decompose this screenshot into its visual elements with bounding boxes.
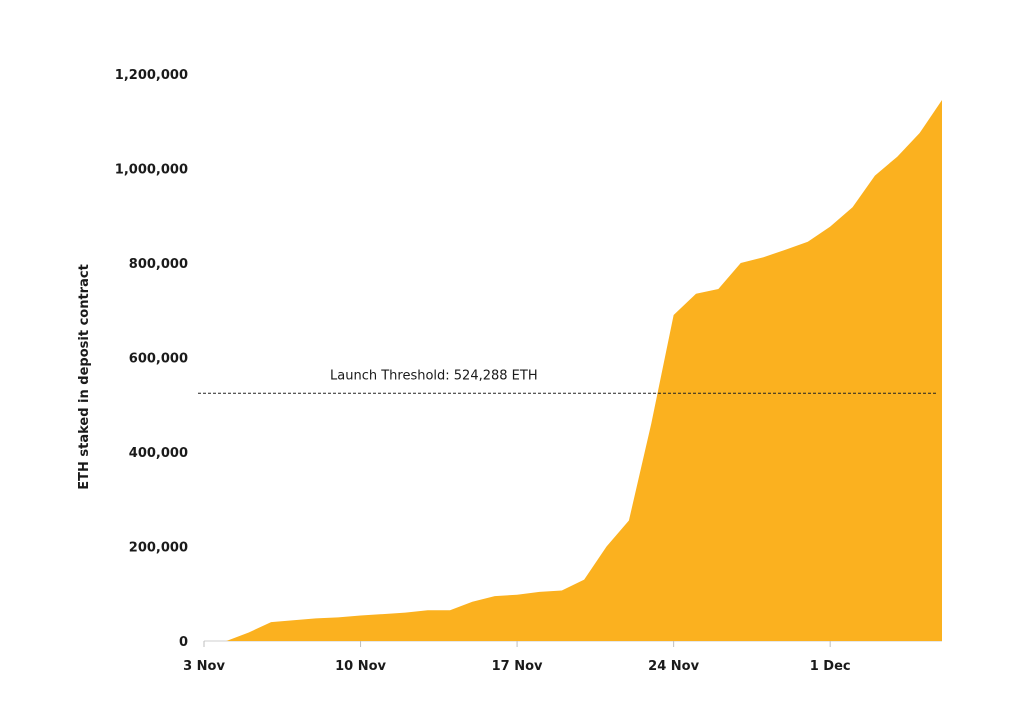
plot-area xyxy=(226,99,943,642)
threshold-label: Launch Threshold: 524,288 ETH xyxy=(330,368,538,383)
y-tick-label: 400,000 xyxy=(129,446,188,461)
x-tick-label: 10 Nov xyxy=(335,659,386,674)
y-tick-label: 200,000 xyxy=(129,541,188,556)
y-axis: 0 200,000 400,000 600,000 800,000 1,000,000 1,… xyxy=(115,68,188,650)
x-tick-label: 1 Dec xyxy=(810,659,851,674)
y-tick-label: 1,000,000 xyxy=(115,163,188,178)
y-tick-label: 0 xyxy=(179,635,188,650)
y-tick-label: 600,000 xyxy=(129,352,188,367)
x-tick-label: 24 Nov xyxy=(648,659,699,674)
y-tick-label: 800,000 xyxy=(129,257,188,272)
x-axis: 3 Nov 10 Nov 17 Nov 24 Nov 1 Dec xyxy=(183,640,942,674)
y-tick-label: 1,200,000 xyxy=(115,68,188,83)
y-axis-label: ETH staked in deposit contract xyxy=(77,264,92,490)
x-tick-label: 17 Nov xyxy=(492,659,543,674)
series-area xyxy=(226,99,943,642)
x-tick-label: 3 Nov xyxy=(183,659,225,674)
annotations: Launch Threshold: 524,288 ETH xyxy=(198,368,938,394)
